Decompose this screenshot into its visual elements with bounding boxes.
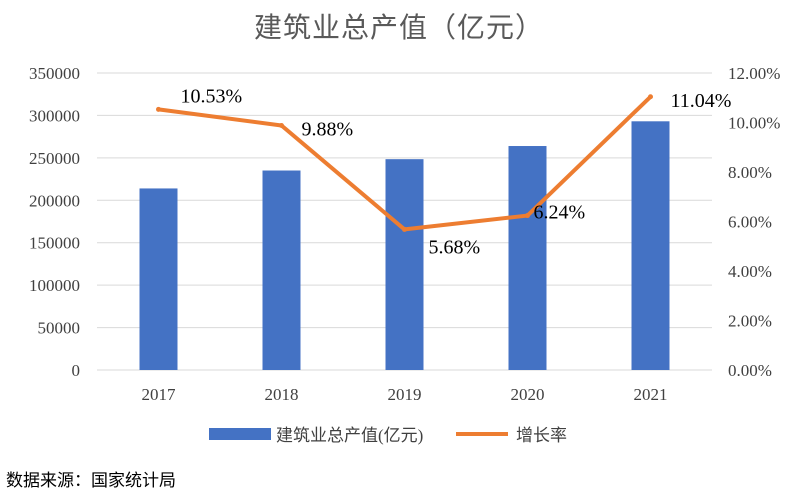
- y-left-tick-label: 0: [72, 361, 81, 380]
- x-tick-label: 2018: [265, 385, 299, 404]
- y-right-tick-label: 2.00%: [728, 312, 772, 331]
- y-right-tick-label: 4.00%: [728, 262, 772, 281]
- x-tick-label: 2021: [634, 385, 668, 404]
- bar: [631, 121, 670, 370]
- legend-label: 建筑业总产值(亿元): [276, 426, 423, 445]
- bar: [385, 159, 424, 370]
- bar: [262, 170, 301, 370]
- line-point: [279, 122, 284, 128]
- line-data-label: 11.04%: [671, 90, 732, 112]
- y-right-tick-label: 10.00%: [728, 114, 780, 133]
- y-left-tick-label: 150000: [29, 234, 80, 253]
- y-left-tick-label: 100000: [29, 276, 80, 295]
- y-right-tick-label: 0.00%: [728, 361, 772, 380]
- line-point: [156, 106, 161, 112]
- line-data-label: 9.88%: [302, 118, 354, 140]
- y-left-tick-label: 300000: [29, 106, 80, 125]
- y-right-tick-label: 12.00%: [728, 64, 780, 83]
- line-point: [525, 213, 530, 219]
- y-right-tick-label: 6.00%: [728, 213, 772, 232]
- line-point: [402, 226, 407, 232]
- y-left-tick-label: 200000: [29, 191, 80, 210]
- y-left-tick-label: 350000: [29, 64, 80, 83]
- bar: [139, 188, 178, 370]
- x-tick-label: 2019: [388, 385, 422, 404]
- x-tick-label: 2020: [511, 385, 545, 404]
- legend-label: 增长率: [516, 426, 567, 445]
- chart-title: 建筑业总产值（亿元）: [253, 11, 544, 44]
- x-tick-label: 2017: [142, 385, 177, 404]
- y-left-tick-label: 250000: [29, 149, 80, 168]
- line-data-label: 10.53%: [181, 85, 243, 107]
- legend-swatch-bar: [209, 428, 271, 440]
- line-point: [648, 94, 653, 100]
- y-right-tick-label: 8.00%: [728, 163, 772, 182]
- bar: [508, 146, 547, 370]
- y-left-tick-label: 50000: [38, 319, 81, 338]
- line-data-label: 5.68%: [429, 236, 481, 258]
- line-data-label: 6.24%: [534, 202, 586, 224]
- source-note: 数据来源：国家统计局: [6, 471, 176, 491]
